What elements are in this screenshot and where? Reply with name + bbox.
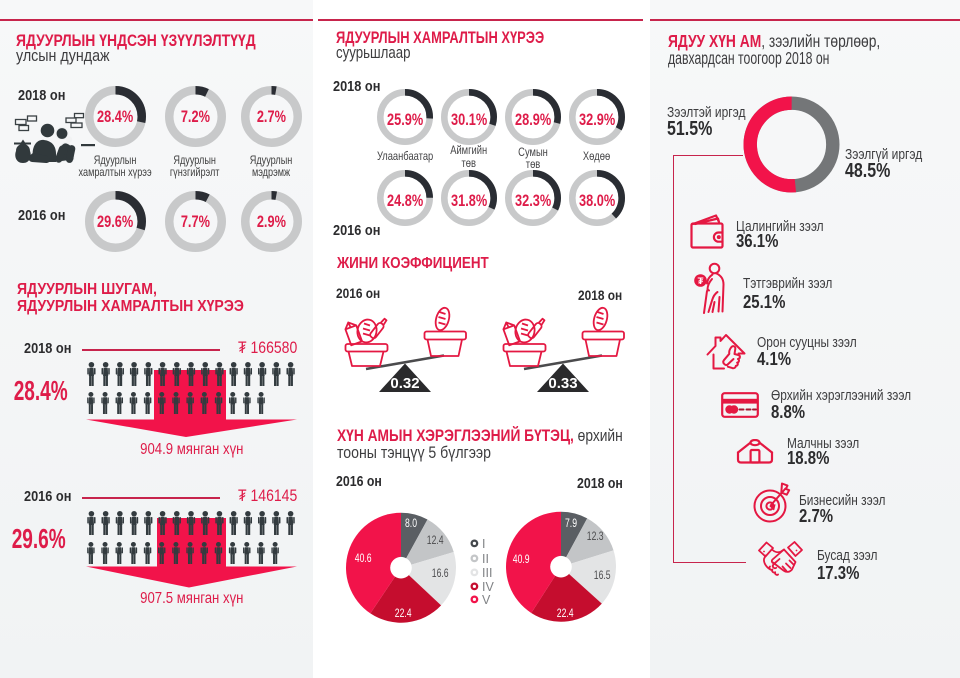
svg-text:0.32: 0.32 xyxy=(390,375,419,392)
svg-text:0.33: 0.33 xyxy=(548,375,577,392)
svg-text:₮: ₮ xyxy=(698,276,704,287)
